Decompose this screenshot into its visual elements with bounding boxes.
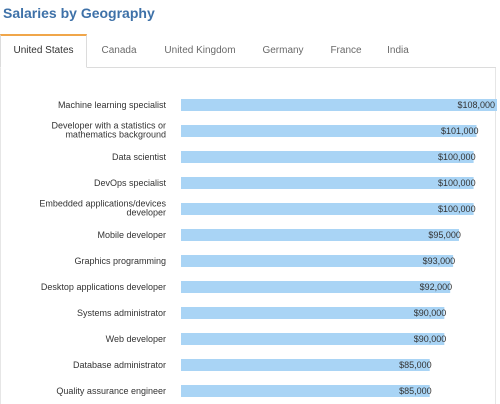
value-label: $85,000 [399,386,432,396]
bar [181,151,474,163]
value-label: $95,000 [428,230,461,240]
bar [181,255,454,267]
category-label: DevOps specialist [94,178,167,188]
value-label: $92,000 [420,282,453,292]
bar [181,177,474,189]
category-label: Machine learning specialist [58,100,167,110]
bar [181,229,459,241]
tab-india[interactable]: India [387,45,409,56]
value-label: $108,000 [457,100,495,110]
bar [181,333,445,345]
bar [181,359,430,371]
value-label: $101,000 [441,126,479,136]
category-label: Quality assurance engineer [56,386,166,396]
bar [181,99,497,111]
category-label: Developer with a statistics or mathematic… [51,121,166,140]
tab-france[interactable]: France [330,45,362,56]
bar [181,307,445,319]
value-label: $90,000 [414,308,447,318]
value-label: $100,000 [438,178,476,188]
page-title: Salaries by Geography [3,5,155,21]
salary-bar-chart: $108,000 Machine learning specialist $101,… [39,99,497,397]
category-label: Graphics programming [74,256,166,266]
value-label: $90,000 [414,334,447,344]
value-label: $100,000 [438,204,476,214]
bar [181,385,430,397]
tab-canada[interactable]: Canada [101,45,137,56]
category-label: Web developer [106,334,166,344]
category-label: Systems administrator [77,308,166,318]
tab-united-kingdom[interactable]: United Kingdom [164,45,236,56]
bar [181,281,451,293]
category-label: Embedded applications/devices developer [39,199,166,218]
country-tab-bar: United States Canada United Kingdom Germ… [0,34,496,68]
category-label: Data scientist [112,152,167,162]
category-label: Database administrator [73,360,166,370]
value-label: $85,000 [399,360,432,370]
value-label: $100,000 [438,152,476,162]
chart-panel: $108,000 Machine learning specialist $101,… [0,68,497,404]
value-label: $93,000 [423,256,456,266]
tab-united-states[interactable]: United States [0,34,87,68]
category-label: Mobile developer [97,230,166,240]
bar [181,125,477,137]
tab-germany[interactable]: Germany [262,45,304,56]
category-label: Desktop applications developer [41,282,166,292]
bar [181,203,474,215]
